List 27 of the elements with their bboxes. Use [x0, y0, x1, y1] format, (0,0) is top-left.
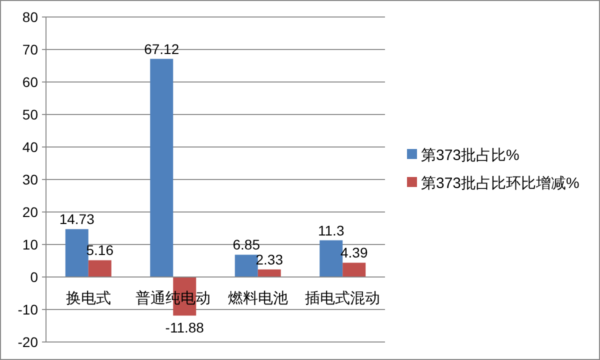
y-tick-label: 30 [22, 172, 38, 188]
y-tick-label: -20 [18, 334, 38, 350]
bar [65, 229, 88, 277]
bar [342, 262, 366, 277]
y-tick-label: 40 [22, 139, 38, 155]
y-tick-label: 20 [22, 204, 38, 220]
bar [88, 260, 112, 277]
bar [258, 269, 281, 277]
legend-label: 第373批占比% [421, 147, 520, 164]
x-tick-label: 燃料电池 [228, 290, 288, 307]
y-tick-label: 70 [22, 42, 38, 58]
legend-label: 第373批占比环比增减% [421, 175, 580, 192]
y-tick-label: 60 [22, 74, 38, 90]
x-tick-label: 换电式 [66, 290, 111, 307]
y-tick-label: -10 [18, 302, 38, 318]
bar [150, 58, 174, 277]
data-label: 14.73 [59, 211, 95, 228]
y-tick-label: 50 [22, 106, 38, 122]
y-tick-label: 80 [22, 9, 38, 25]
data-label: -11.88 [165, 320, 204, 336]
data-label: 67.12 [144, 40, 180, 57]
y-tick-label: 10 [22, 236, 38, 252]
x-tick-label: 插电式混动 [305, 290, 380, 307]
data-label: 6.85 [232, 236, 260, 253]
data-label: 11.3 [318, 222, 344, 238]
bar [234, 254, 258, 277]
y-tick-label: 0 [30, 269, 38, 285]
